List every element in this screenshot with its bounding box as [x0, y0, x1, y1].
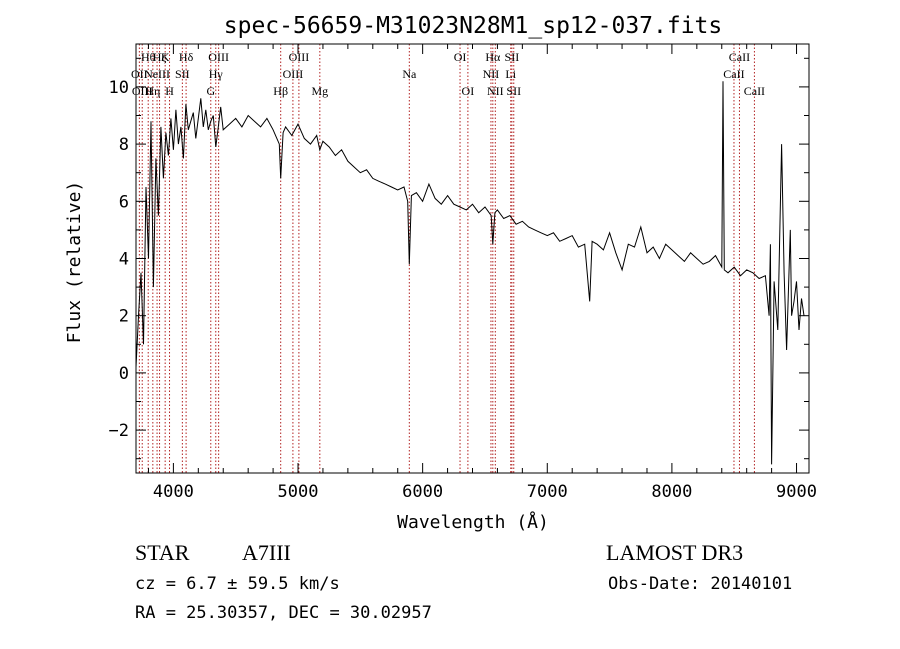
chart-title: spec-56659-M31023N28M1_sp12-037.fits — [224, 13, 723, 39]
line-label-26: CaII — [723, 67, 744, 81]
observation-date: Obs-Date: 20140101 — [608, 574, 793, 594]
redshift-velocity: cz = 6.7 ± 59.5 km/s — [135, 574, 340, 594]
x-tick-label-0: 4000 — [153, 482, 194, 502]
line-label-28: CaII — [744, 84, 765, 98]
line-label-19: OI — [462, 84, 475, 98]
line-label-10: G — [206, 84, 215, 98]
line-label-7: H — [165, 84, 174, 98]
line-label-14: OIII — [283, 67, 304, 81]
spectral-line-labels: OIIOIIIHθHηNeIIIHζKHSIIHδGHγOIIIHβOIIIOI… — [131, 50, 765, 98]
line-label-3: Hη — [145, 84, 160, 98]
line-label-15: OIII — [289, 50, 310, 64]
line-label-1: OIII — [132, 84, 153, 98]
line-label-6: K — [161, 50, 170, 64]
line-label-23: Li — [505, 67, 516, 81]
x-tick-label-5: 9000 — [776, 482, 817, 502]
line-label-18: OI — [454, 50, 467, 64]
line-label-17: Na — [402, 67, 417, 81]
y-axis-label: Flux (relative) — [64, 181, 85, 344]
line-label-22: NII — [487, 84, 504, 98]
y-tick-label-1: 0 — [119, 364, 129, 384]
line-label-8: SII — [175, 67, 190, 81]
line-label-4: NeIII — [144, 67, 170, 81]
line-label-2: Hθ — [141, 50, 156, 64]
spectral-line-markers — [138, 44, 755, 473]
line-label-21: Hα — [485, 50, 501, 64]
object-class: STAR — [135, 540, 190, 565]
y-tick-label-4: 6 — [119, 192, 129, 212]
line-label-16: Mg — [311, 84, 328, 98]
survey-name: LAMOST DR3 — [606, 540, 744, 565]
x-tick-label-4: 8000 — [651, 482, 692, 502]
y-tick-label-6: 10 — [109, 78, 129, 98]
y-tick-label-5: 8 — [119, 135, 129, 155]
y-tick-label-2: 2 — [119, 307, 129, 327]
line-label-13: Hβ — [273, 84, 288, 98]
x-tick-label-3: 7000 — [527, 482, 568, 502]
line-label-0: OII — [131, 67, 148, 81]
sky-coordinates: RA = 25.30357, DEC = 30.02957 — [135, 603, 432, 623]
x-axis: 4000 5000 6000 7000 8000 9000 — [147, 44, 817, 502]
line-label-24: SII — [505, 50, 520, 64]
line-label-5: Hζ — [153, 50, 167, 64]
x-tick-label-1: 5000 — [278, 482, 319, 502]
line-label-12: OIII — [208, 50, 229, 64]
object-subclass: A7III — [242, 540, 291, 565]
x-tick-label-2: 6000 — [402, 482, 443, 502]
y-tick-label-3: 4 — [119, 250, 129, 270]
line-label-9: Hδ — [179, 50, 194, 64]
spectrum-series-line — [135, 81, 805, 465]
line-label-20: NII — [483, 67, 500, 81]
line-label-25: SII — [506, 84, 521, 98]
plot-frame — [135, 43, 810, 474]
y-axis: −2 0 2 4 6 8 10 — [109, 57, 809, 460]
x-axis-label: Wavelength (Å) — [397, 511, 549, 533]
line-label-27: CaII — [729, 50, 750, 64]
line-label-11: Hγ — [209, 67, 224, 81]
y-tick-label-0: −2 — [109, 421, 129, 441]
